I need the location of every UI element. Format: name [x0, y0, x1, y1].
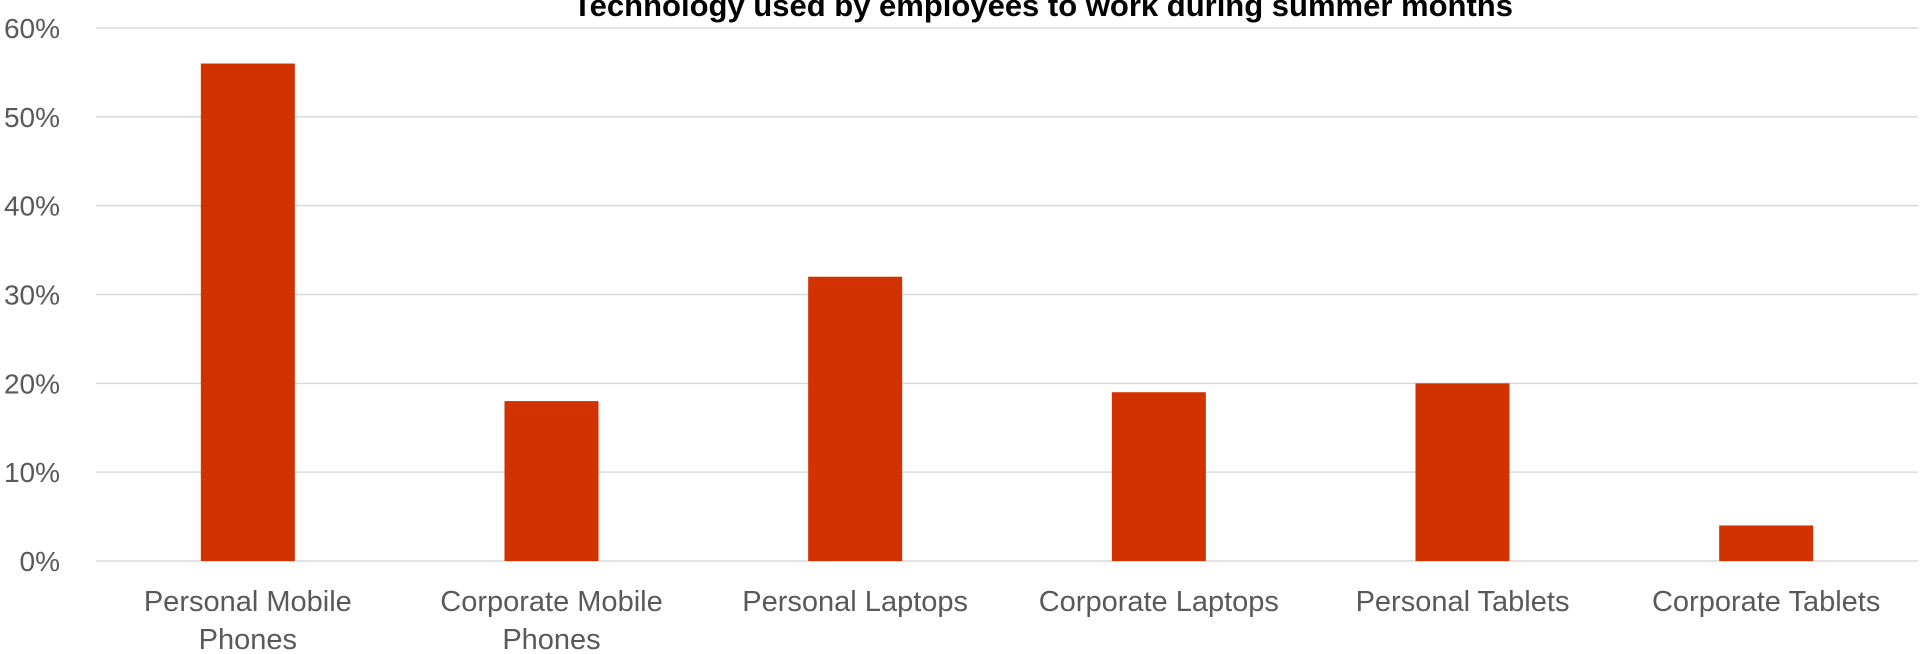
x-category-label: Corporate Tablets — [1652, 586, 1880, 618]
bar — [1719, 525, 1814, 561]
bars — [200, 63, 1814, 562]
y-tick-label: 0% — [20, 546, 60, 577]
x-category-label: Personal Mobile Phones — [144, 586, 352, 654]
bar — [808, 276, 903, 561]
bar — [1111, 392, 1206, 561]
bar — [200, 63, 295, 562]
gridlines — [96, 27, 1918, 562]
y-axis-tick-labels: 0% 10% 20% 30% 40% 50% 60% — [4, 13, 60, 577]
x-category-label: Corporate Mobile Phones — [440, 586, 662, 654]
y-tick-label: 10% — [4, 457, 60, 488]
y-tick-label: 40% — [4, 191, 60, 222]
x-category-label: Corporate Laptops — [1039, 586, 1279, 618]
chart-title: Technology used by employees to work dur… — [573, 0, 1513, 23]
x-category-label: Personal Tablets — [1356, 586, 1570, 618]
y-tick-label: 50% — [4, 102, 60, 133]
y-tick-label: 60% — [4, 13, 60, 44]
x-category-label: Personal Laptops — [742, 586, 968, 618]
bar — [504, 401, 599, 561]
y-tick-label: 30% — [4, 280, 60, 311]
x-axis-category-labels: Personal Mobile Phones Corporate Mobile Pho… — [144, 586, 1880, 654]
y-tick-label: 20% — [4, 368, 60, 399]
bar — [1415, 383, 1510, 561]
